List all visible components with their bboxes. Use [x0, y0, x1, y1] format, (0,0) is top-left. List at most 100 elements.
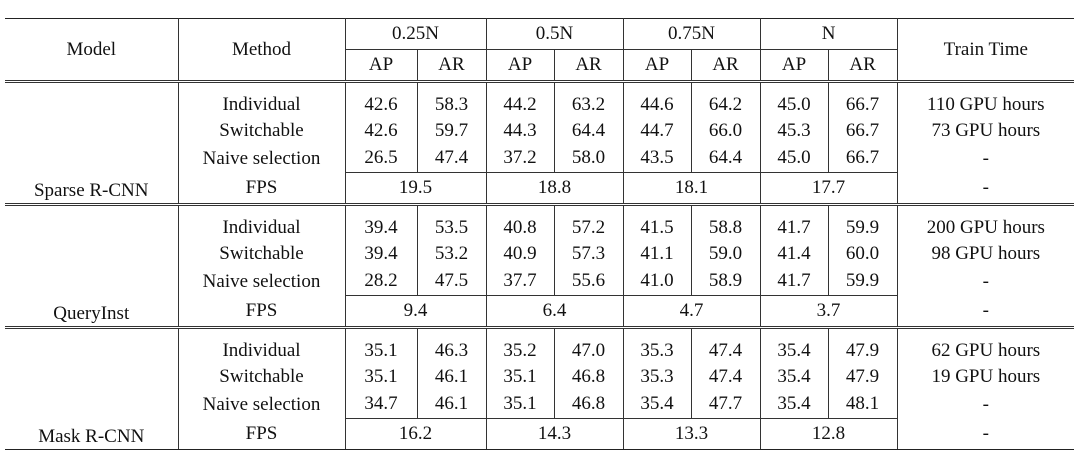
header-row: AP AR AP AR AP AR AP AR [5, 49, 1074, 83]
value-cell: 47.9 [828, 363, 898, 391]
value-cell: 35.2 [486, 327, 555, 363]
value-cell: 35.4 [760, 390, 829, 419]
fps-value-cell: 16.2 [345, 418, 487, 450]
value-cell: 35.1 [486, 363, 555, 391]
fps-value-cell: 17.7 [760, 172, 898, 206]
value-cell: 35.4 [760, 363, 829, 391]
fps-value-cell: 19.5 [345, 172, 487, 206]
value-cell: 37.7 [486, 267, 555, 296]
value-cell: 66.7 [828, 117, 898, 145]
method-cell: Individual [178, 327, 346, 363]
value-cell: 39.4 [345, 240, 418, 268]
value-cell: 44.3 [486, 117, 555, 145]
metric-header: AP [486, 49, 555, 83]
value-cell: 58.9 [691, 267, 761, 296]
value-cell: 46.1 [417, 363, 487, 391]
value-cell: 64.4 [691, 144, 761, 173]
value-cell: 55.6 [554, 267, 624, 296]
group-header: N [760, 18, 898, 50]
value-cell: 44.6 [623, 81, 692, 117]
value-cell: 45.0 [760, 144, 829, 173]
value-cell: 26.5 [345, 144, 418, 173]
value-cell: 34.7 [345, 390, 418, 419]
data-row: Naive selection 26.5 47.4 37.2 58.0 43.5 64.4 4… [5, 144, 1074, 173]
value-cell: 35.4 [623, 390, 692, 419]
group-header: 0.25N [345, 18, 487, 50]
value-cell: 53.2 [417, 240, 487, 268]
data-row: QueryInst Individual 39.4 53.5 40.8 57.2 41.5 5… [5, 204, 1074, 329]
value-cell: 44.7 [623, 117, 692, 145]
fps-value-cell: 4.7 [623, 295, 761, 329]
data-row: Switchable 35.1 46.1 35.1 46.8 35.3 47.4 35.4 47… [5, 363, 1074, 391]
data-row: Switchable 42.6 59.7 44.3 64.4 44.7 66.0 45.3 66… [5, 117, 1074, 145]
value-cell: 41.5 [623, 204, 692, 240]
fps-row: FPS 9.4 6.4 4.7 3.7- [5, 295, 1075, 329]
value-cell: 43.5 [623, 144, 692, 173]
value-cell: 66.7 [828, 144, 898, 173]
train-time-cell: 98 GPU hours [931, 242, 1041, 264]
group-header: 0.75N [623, 18, 761, 50]
train-time-cell: - [982, 147, 989, 169]
value-cell: 47.0 [554, 327, 624, 363]
method-cell: Individual [178, 204, 346, 240]
data-row: Mask R-CNN Individual 35.1 46.3 35.2 47.0 35.3… [5, 327, 1074, 450]
value-cell: 47.5 [417, 267, 487, 296]
train-time-cell: 62 GPU hours [931, 340, 1041, 361]
value-cell: 47.4 [691, 327, 761, 363]
metric-header: AR [828, 49, 898, 83]
fps-value-cell: 6.4 [486, 295, 624, 329]
value-cell: 47.7 [691, 390, 761, 419]
metric-header: AP [345, 49, 418, 83]
train-time-cell: 200 GPU hours [926, 217, 1045, 238]
value-cell: 47.4 [691, 363, 761, 391]
data-row: Switchable 39.4 53.2 40.9 57.3 41.1 59.0 41.4 60… [5, 240, 1074, 268]
method-cell: Individual [178, 81, 346, 117]
value-cell: 41.1 [623, 240, 692, 268]
method-cell: Switchable [178, 240, 346, 268]
fps-value-cell: 9.4 [345, 295, 487, 329]
train-time-cell: - [982, 393, 989, 415]
value-cell: 41.7 [760, 267, 829, 296]
metric-header: AP [760, 49, 829, 83]
data-row: Naive selection 28.2 47.5 37.7 55.6 41.0 58.9 4… [5, 267, 1074, 296]
value-cell: 46.8 [554, 363, 624, 391]
method-cell: FPS [178, 418, 346, 450]
model-cell: QueryInst [5, 204, 179, 329]
value-cell: 35.4 [760, 327, 829, 363]
value-cell: 35.1 [486, 390, 555, 419]
metric-header: AR [554, 49, 624, 83]
metric-header: AP [623, 49, 692, 83]
method-cell: Switchable [178, 363, 346, 391]
value-cell: 58.8 [691, 204, 761, 240]
value-cell: 46.1 [417, 390, 487, 419]
method-cell: Switchable [178, 117, 346, 145]
method-cell: Naive selection [178, 267, 346, 296]
value-cell: 35.3 [623, 327, 692, 363]
model-cell: Sparse R-CNN [5, 81, 179, 206]
value-cell: 66.0 [691, 117, 761, 145]
value-cell: 58.0 [554, 144, 624, 173]
fps-value-cell: 14.3 [486, 418, 624, 450]
fps-row: FPS 16.2 14.3 13.3 12.8- [5, 418, 1075, 450]
value-cell: 57.3 [554, 240, 624, 268]
value-cell: 35.3 [623, 363, 692, 391]
value-cell: 47.4 [417, 144, 487, 173]
train-time-cell: 19 GPU hours [931, 365, 1041, 387]
method-cell: Naive selection [178, 390, 346, 419]
value-cell: 66.7 [828, 81, 898, 117]
fps-value-cell: 13.3 [623, 418, 761, 450]
fps-value-cell: 18.1 [623, 172, 761, 206]
value-cell: 39.4 [345, 204, 418, 240]
fps-row: FPS 19.5 18.8 18.1 17.7- [5, 172, 1075, 206]
value-cell: 45.3 [760, 117, 829, 145]
group-header: 0.5N [486, 18, 624, 50]
value-cell: 47.9 [828, 327, 898, 363]
train-time-cell: - [897, 172, 1075, 206]
value-cell: 48.1 [828, 390, 898, 419]
value-cell: 59.9 [828, 267, 898, 296]
value-cell: 41.4 [760, 240, 829, 268]
value-cell: 46.3 [417, 327, 487, 363]
header-cell: Train Time [897, 18, 1075, 83]
